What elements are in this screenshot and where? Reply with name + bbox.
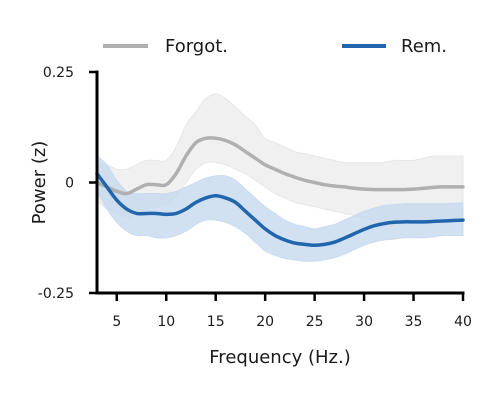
y-tick-label: -0.25 [38,286,74,302]
series-line-rem [95,171,465,248]
x-tick-label: 20 [256,314,274,330]
x-tick-label: 15 [207,314,225,330]
legend: Forgot. Rem. [103,36,447,57]
y-tick-label: 0.25 [43,65,74,81]
y-axis-title: Power (z) [29,141,50,225]
x-tick-label: 30 [355,314,373,330]
y-tick-label: 0 [65,176,74,192]
line-layer [95,136,465,248]
band-rem [96,154,464,262]
x-axis-title: Frequency (Hz.) [209,347,350,368]
tick-layer: 5 10 15 20 25 30 35 40 -0.25 0 0.25 [38,65,472,330]
x-tick-label: 35 [405,314,423,330]
x-tick-label: 25 [306,314,324,330]
legend-label-forgot: Forgot. [165,36,228,57]
x-tick-label: 40 [454,314,472,330]
legend-label-rem: Rem. [401,36,447,57]
x-tick-label: 10 [157,314,175,330]
series-line-forgot [95,136,465,196]
x-tick-label: 5 [112,314,121,330]
